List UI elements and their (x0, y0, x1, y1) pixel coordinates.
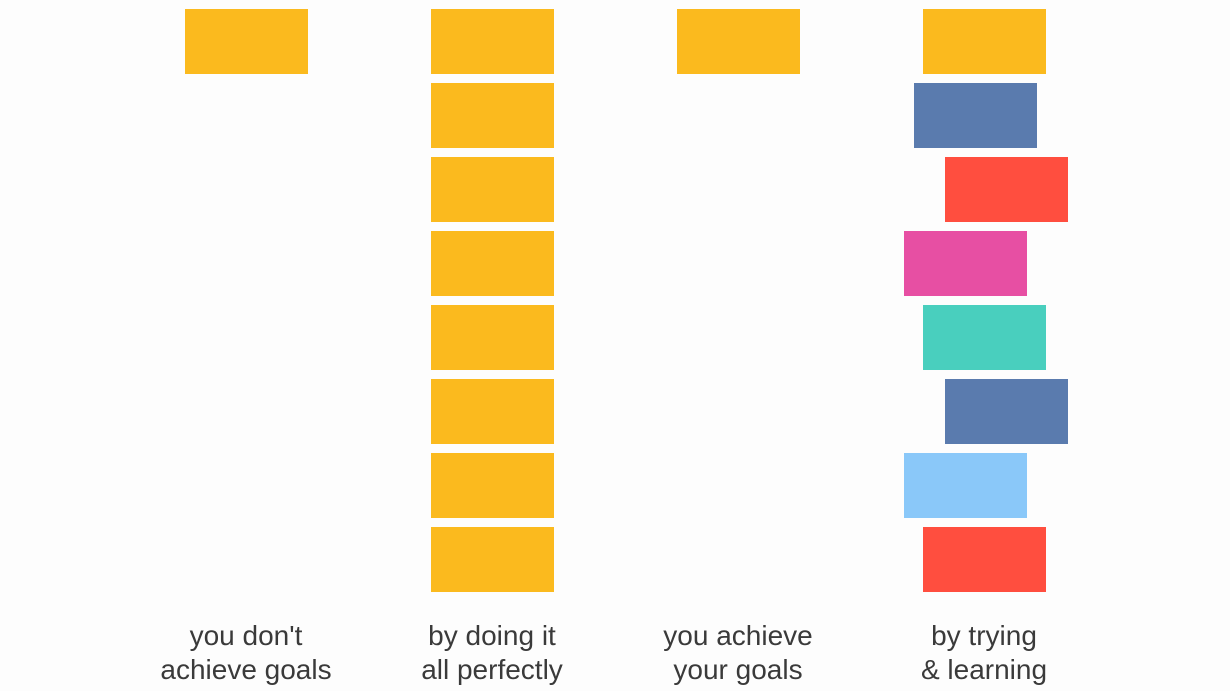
block-1 (923, 9, 1046, 74)
block-6 (945, 379, 1068, 444)
caption-line-2: your goals (673, 654, 803, 685)
block-8 (431, 527, 554, 592)
block-5 (431, 305, 554, 370)
block-8 (923, 527, 1046, 592)
caption-line-1: you don't (189, 620, 303, 651)
caption: you achieve your goals (618, 619, 858, 687)
caption: you don't achieve goals (126, 619, 366, 687)
block-1 (185, 9, 308, 74)
block-3 (945, 157, 1068, 222)
block-6 (431, 379, 554, 444)
caption-line-1: by trying (931, 620, 1037, 651)
block-7 (431, 453, 554, 518)
caption-line-2: achieve goals (160, 654, 332, 685)
caption-line-1: by doing it (428, 620, 556, 651)
caption-line-2: all perfectly (421, 654, 563, 685)
caption: by doing it all perfectly (372, 619, 612, 687)
block-3 (431, 157, 554, 222)
column-achieve-goals: you achieve your goals (618, 0, 858, 691)
block-2 (914, 83, 1037, 148)
block-7 (904, 453, 1027, 518)
block-5 (923, 305, 1046, 370)
column-trying-learning: by trying & learning (864, 0, 1104, 691)
block-2 (431, 83, 554, 148)
block-1 (677, 9, 800, 74)
caption: by trying & learning (864, 619, 1104, 687)
column-doing-perfectly: by doing it all perfectly (372, 0, 612, 691)
caption-line-1: you achieve (663, 620, 813, 651)
block-4 (904, 231, 1027, 296)
block-4 (431, 231, 554, 296)
block-1 (431, 9, 554, 74)
column-dont-achieve: you don't achieve goals (126, 0, 366, 691)
caption-line-2: & learning (920, 654, 1048, 685)
